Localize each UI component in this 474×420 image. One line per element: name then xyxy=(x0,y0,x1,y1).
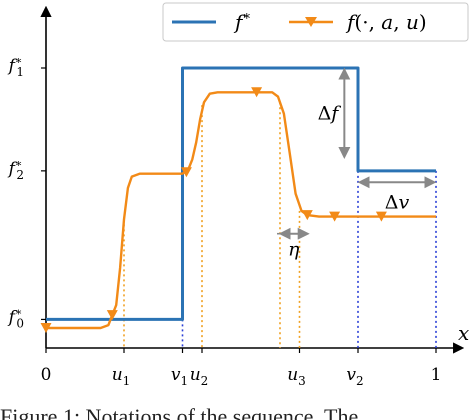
legend: f∗ f(·, a, u) xyxy=(162,2,469,42)
annotations: Δf Δv η xyxy=(277,67,437,261)
series-marker-1-0 xyxy=(40,323,52,333)
y-tick-label-1: f∗ 2 xyxy=(7,157,24,182)
delta-f-label: Δf xyxy=(318,102,342,124)
guide-lines xyxy=(123,102,437,348)
eta-label: η xyxy=(288,239,300,261)
ticks: 0 u1 v1 u2 u3 v2 1 f∗ 0 f∗ 2 f∗ 1 xyxy=(7,54,442,388)
x-tick-label-2: v1 xyxy=(171,365,188,388)
legend-marker-f-hat xyxy=(305,17,317,27)
series-marker-1-5 xyxy=(329,211,341,222)
series-layer xyxy=(40,66,436,333)
legend-label-f-hat: f(·, a, u) xyxy=(345,10,427,34)
delta-v-label: Δv xyxy=(385,191,410,213)
series-marker-1-2 xyxy=(180,167,192,178)
series-line-0 xyxy=(46,66,436,321)
x-axis-label: x xyxy=(458,321,469,345)
x-tick-label-5: v2 xyxy=(346,365,363,388)
caption: Figure 1: Notations of the sequence. The xyxy=(0,404,358,420)
series-line-1 xyxy=(46,91,436,330)
x-tick-label-0: 0 xyxy=(41,365,52,385)
x-tick-label-3: u2 xyxy=(190,365,209,388)
y-tick-label-0: f∗ 0 xyxy=(7,305,24,330)
x-tick-label-4: u3 xyxy=(287,365,306,388)
series-marker-1-4 xyxy=(301,210,313,221)
series-marker-1-1 xyxy=(106,310,118,321)
x-tick-label-6: 1 xyxy=(431,365,442,385)
series-marker-1-3 xyxy=(251,87,263,98)
y-tick-label-2: f∗ 1 xyxy=(7,54,24,79)
series-marker-1-6 xyxy=(375,211,387,222)
x-tick-label-1: u1 xyxy=(112,365,131,388)
